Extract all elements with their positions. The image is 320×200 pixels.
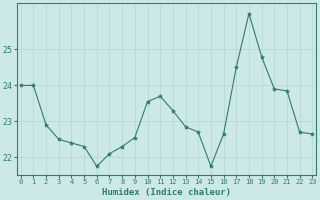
X-axis label: Humidex (Indice chaleur): Humidex (Indice chaleur) [102, 188, 231, 197]
